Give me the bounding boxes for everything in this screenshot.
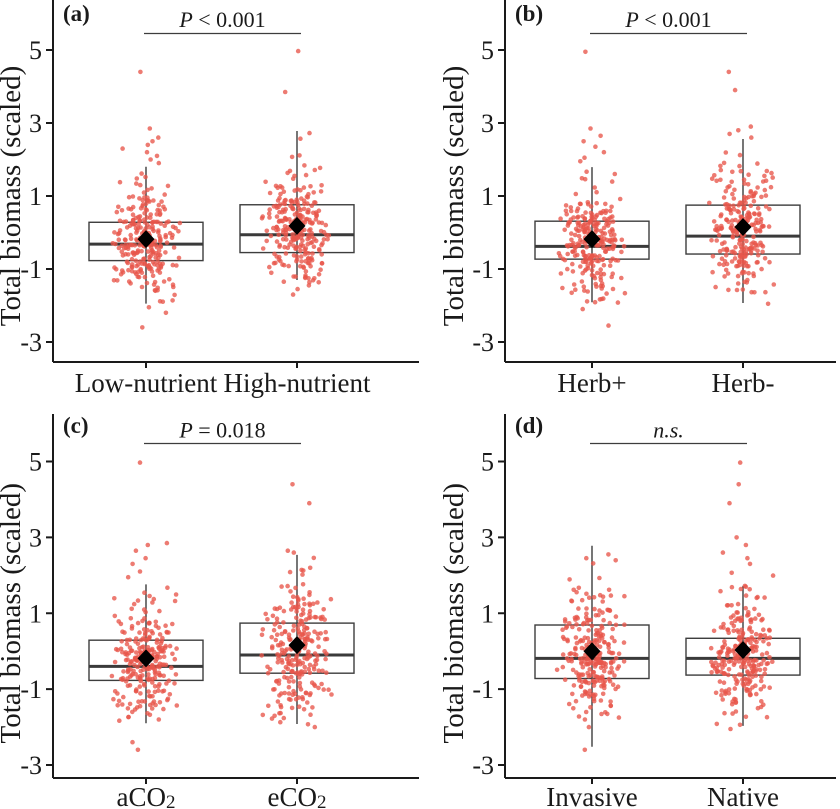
panel-tag: (d): [515, 413, 543, 438]
y-tick-label: 3: [29, 109, 42, 138]
jitter-points: [707, 69, 777, 307]
panel-b: (b) Total biomass (scaled) 5 3 1 -1 -3 Herb+ Her…: [438, 0, 836, 398]
y-axis-label: Total biomass (scaled): [0, 483, 27, 744]
jitter-points: [259, 48, 332, 297]
significance-label: n.s.: [653, 418, 684, 443]
y-tick-label: 5: [29, 448, 42, 477]
mean-diamond: [288, 636, 306, 655]
category-label: Native: [707, 782, 779, 809]
significance-label: P < 0.001: [178, 7, 265, 32]
y-tick-label: -3: [472, 751, 494, 780]
significance-label: P < 0.001: [624, 7, 711, 32]
jitter-points: [259, 482, 334, 730]
mean-diamond: [583, 642, 601, 661]
y-axis-label: Total biomass (scaled): [438, 66, 470, 327]
y-tick-label: -3: [472, 328, 494, 357]
panel-c: (c) Total biomass (scaled)5 3 1 -1 -3 aCO2 eCO2…: [0, 413, 419, 809]
y-tick-label: 3: [481, 109, 494, 138]
jitter-points: [110, 69, 183, 330]
mean-diamond: [734, 218, 752, 237]
panel-d: (d) Total biomass (scaled) 5 3 1 -1 -3 Invasive…: [438, 413, 836, 809]
y-tick-label: 1: [29, 182, 42, 211]
jitter-points: [708, 460, 776, 732]
category-label: High-nutrient: [224, 368, 371, 398]
mean-diamond: [583, 230, 601, 249]
y-tick-label: 5: [481, 448, 494, 477]
mean-diamond: [734, 641, 752, 660]
panel-a: (a) Total biomass (scaled)5 3 1 -1 -3 Low-nutr…: [0, 0, 419, 398]
y-axis-label: Total biomass (scaled): [438, 483, 470, 744]
y-tick-label: 5: [481, 36, 494, 65]
y-tick-label: 1: [481, 599, 494, 628]
panel-tag: (b): [515, 1, 543, 26]
category-label: Herb+: [557, 368, 626, 398]
y-tick-label: 1: [481, 182, 494, 211]
y-tick-label: -1: [20, 255, 42, 284]
y-tick-label: -1: [472, 675, 494, 704]
category-label: aCO2: [117, 782, 176, 809]
y-tick-label: 3: [481, 523, 494, 552]
y-tick-label: 5: [29, 36, 42, 65]
jitter-points: [109, 460, 180, 753]
y-axis-label: Total biomass (scaled): [0, 66, 27, 327]
y-tick-label: -1: [472, 255, 494, 284]
mean-diamond: [137, 649, 155, 668]
mean-diamond: [137, 230, 155, 249]
significance-label: P = 0.018: [178, 418, 265, 443]
mean-diamond: [288, 216, 306, 235]
category-label: Herb-: [712, 368, 775, 398]
panel-tag: (c): [63, 413, 89, 438]
category-label: eCO2: [268, 782, 327, 809]
category-label: Invasive: [546, 782, 637, 809]
y-tick-label: -3: [20, 751, 42, 780]
category-label: Low-nutrient: [75, 368, 218, 398]
panel-tag: (a): [63, 1, 90, 26]
y-tick-label: -1: [20, 675, 42, 704]
y-tick-label: 3: [29, 523, 42, 552]
y-tick-label: 1: [29, 599, 42, 628]
y-tick-label: -3: [20, 328, 42, 357]
